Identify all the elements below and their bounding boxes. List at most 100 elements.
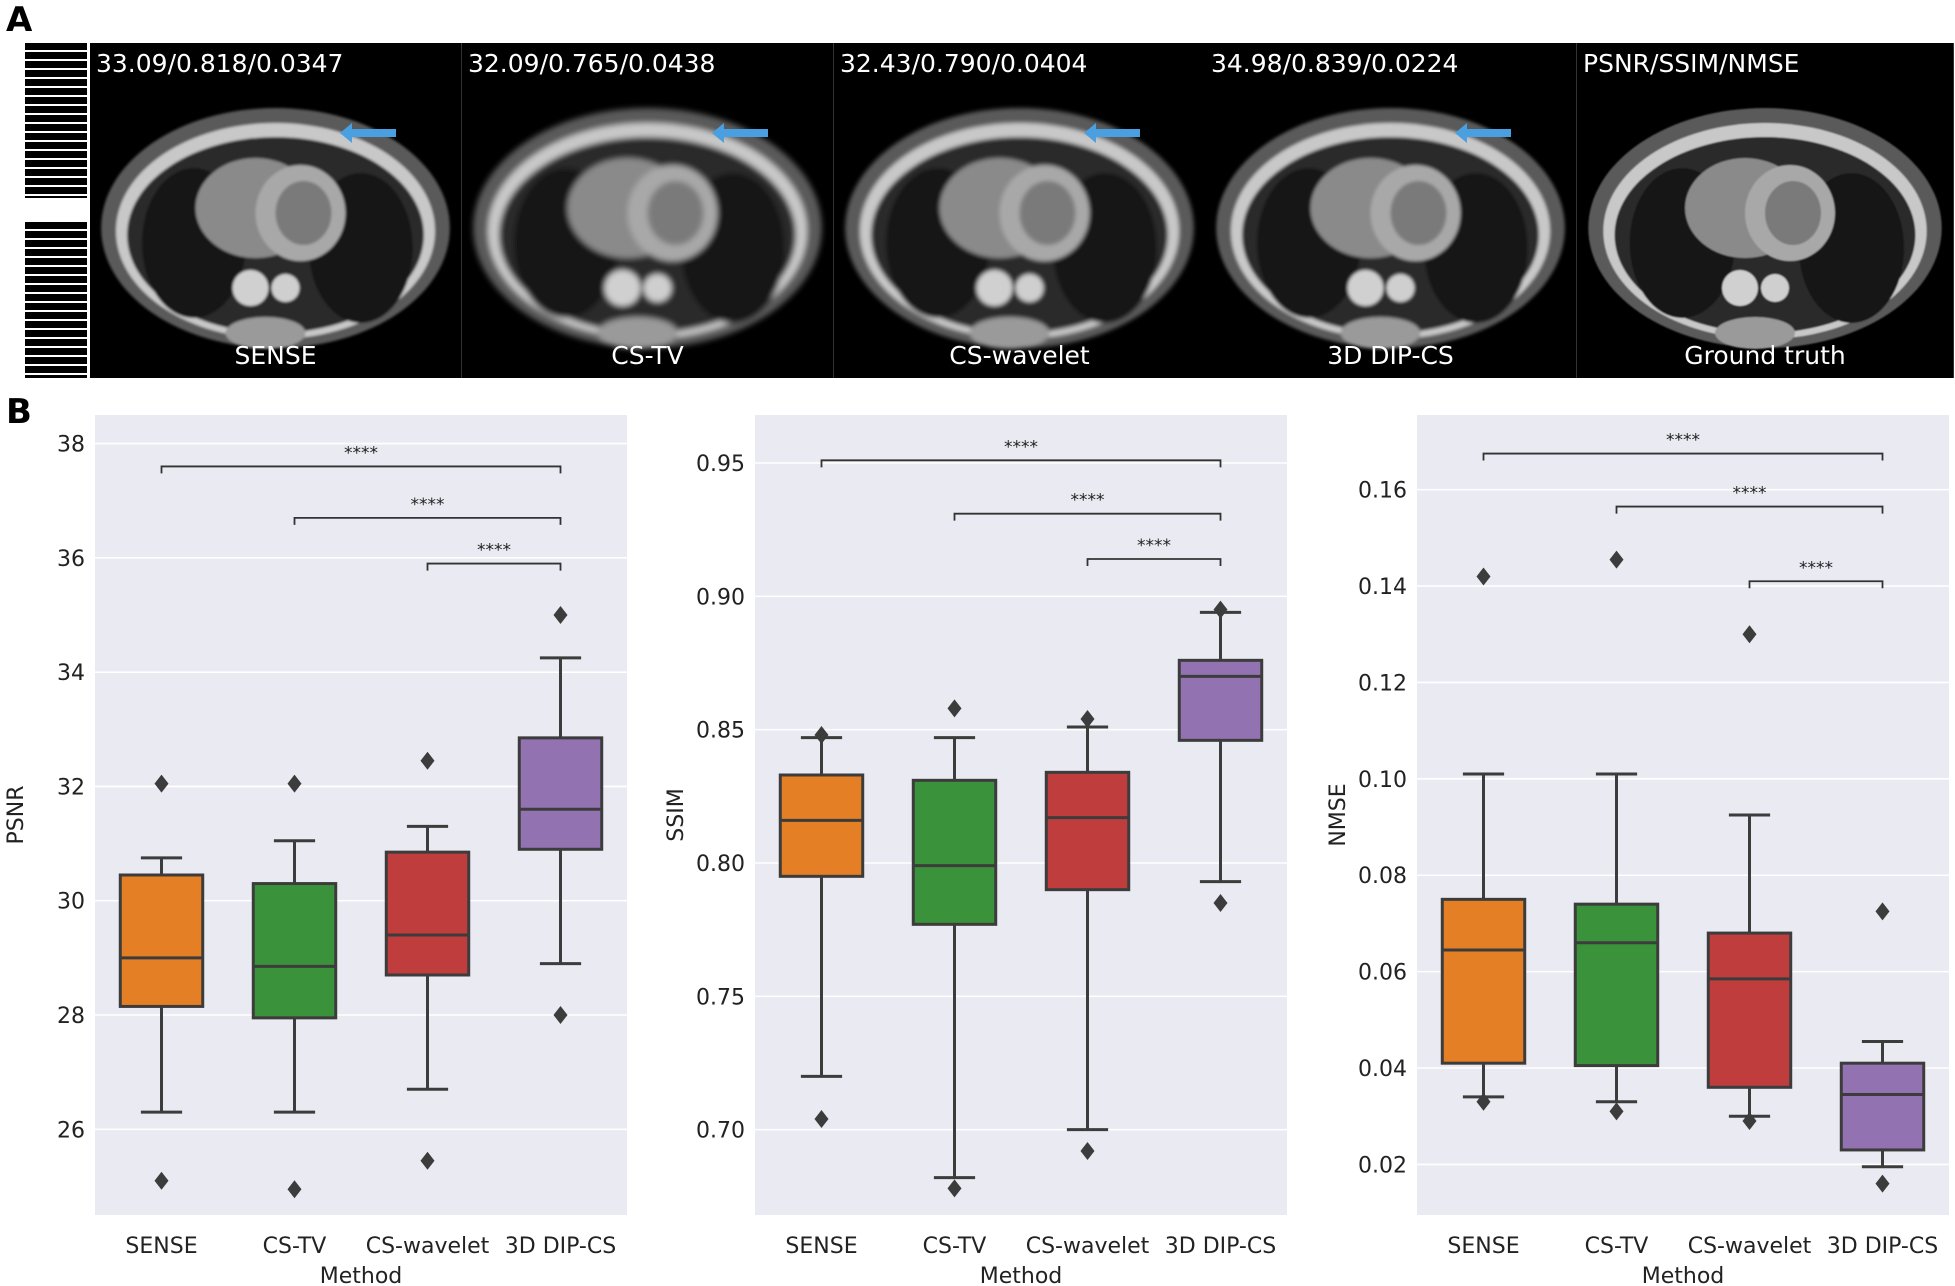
outlier-point [287, 1180, 302, 1199]
annotation-arrow-icon [1084, 123, 1140, 143]
y-tick-label: 0.04 [1358, 1057, 1407, 1082]
y-tick-label: 32 [57, 775, 85, 800]
significance-label: **** [1666, 431, 1700, 451]
box-cs-wavelet [384, 751, 471, 1170]
box-iqr [911, 778, 998, 926]
mri-cardiac-slice [1216, 108, 1565, 349]
box-3d-dip-cs [517, 606, 604, 1024]
y-tick-label: 26 [57, 1118, 85, 1143]
significance-label: **** [1071, 491, 1105, 511]
mri-cardiac-slice [473, 108, 822, 349]
mri-image-sense: 33.09/0.818/0.0347 SENSE [90, 43, 462, 378]
mri-image-ground-truth: PSNR/SSIM/NMSE Ground truth [1577, 43, 1954, 378]
sampling-mask-top [25, 43, 87, 198]
outlier-point [1875, 1174, 1890, 1193]
y-tick-label: 0.85 [696, 719, 745, 744]
significance-bracket: **** [1086, 536, 1222, 566]
x-axis-label: Method [980, 1264, 1063, 1286]
significance-bracket: **** [426, 541, 562, 571]
box-iqr [251, 882, 338, 1020]
mri-method-label: SENSE [234, 341, 317, 370]
y-tick-label: 0.14 [1358, 575, 1407, 600]
box-cs-tv [911, 699, 998, 1198]
annotation-arrow-icon [1455, 123, 1511, 143]
sampling-mask-bottom [25, 222, 87, 378]
outlier-point [1875, 902, 1890, 921]
significance-bracket: **** [953, 491, 1222, 521]
mri-cardiac-slice [845, 108, 1194, 349]
box-iqr [1044, 770, 1131, 892]
annotation-arrow-icon [712, 123, 768, 143]
mri-method-label: 3D DIP-CS [1327, 341, 1454, 370]
mri-metric-text: 32.43/0.790/0.0404 [840, 49, 1088, 78]
significance-bracket: **** [820, 437, 1222, 468]
mri-method-label: CS-wavelet [949, 341, 1090, 370]
mri-method-label: CS-TV [611, 341, 684, 370]
outlier-point [420, 1151, 435, 1170]
outlier-point [1080, 710, 1095, 728]
box-sense [1440, 567, 1527, 1111]
outlier-point [420, 751, 435, 770]
outlier-point [1080, 1142, 1095, 1160]
significance-bracket: **** [293, 495, 562, 525]
y-tick-label: 0.10 [1358, 768, 1407, 793]
box-iqr [1839, 1061, 1926, 1152]
box-iqr [1706, 931, 1793, 1089]
box-plot-ssim: SSIM0.700.750.800.850.900.95SSIMMethodSE… [664, 412, 1287, 1286]
significance-bracket: **** [1748, 558, 1884, 589]
x-tick-label: CS-TV [1585, 1234, 1649, 1259]
x-axis-label: Method [320, 1264, 403, 1286]
outlier-point [1213, 894, 1228, 912]
mri-cardiac-slice [1588, 108, 1942, 349]
x-tick-label: SENSE [125, 1234, 197, 1259]
significance-label: **** [1799, 558, 1833, 578]
outlier-point [814, 1110, 829, 1128]
significance-label: **** [1137, 536, 1171, 556]
mri-metric-text: PSNR/SSIM/NMSE [1583, 49, 1800, 78]
box-cs-tv [251, 774, 338, 1199]
box-3d-dip-cs [1839, 902, 1926, 1193]
mri-image-cs-tv: 32.09/0.765/0.0438 CS-TV [462, 43, 834, 378]
mri-method-label: Ground truth [1684, 341, 1846, 370]
mri-image-cs-wavelet: 32.43/0.790/0.0404 CS-wavelet [834, 43, 1206, 378]
panel-b-label: B [6, 392, 32, 432]
box-iqr [384, 850, 471, 977]
y-tick-label: 0.16 [1358, 479, 1407, 504]
y-tick-label: 28 [57, 1004, 85, 1029]
mri-image-3d-dip-cs: 34.98/0.839/0.0224 3D DIP-CS [1205, 43, 1577, 378]
box-iqr [1440, 897, 1527, 1065]
x-tick-label: 3D DIP-CS [1165, 1234, 1276, 1259]
outlier-point [1213, 600, 1228, 619]
y-tick-label: 0.75 [696, 985, 745, 1010]
y-tick-label: 36 [57, 547, 85, 572]
outlier-point [553, 606, 568, 624]
y-axis-label: PSNR [4, 786, 29, 845]
x-tick-label: SENSE [785, 1234, 857, 1259]
outlier-point [1609, 1102, 1624, 1121]
outlier-point [814, 726, 829, 744]
panel-a-label: A [6, 0, 33, 40]
x-tick-label: SENSE [1447, 1234, 1519, 1259]
box-cs-wavelet [1044, 710, 1131, 1160]
x-axis-label: Method [1642, 1264, 1725, 1286]
x-tick-label: 3D DIP-CS [505, 1234, 616, 1259]
outlier-point [1742, 1112, 1757, 1131]
y-tick-label: 30 [57, 890, 85, 915]
significance-bracket: **** [1615, 484, 1884, 514]
y-tick-label: 0.06 [1358, 961, 1407, 986]
mri-metric-text: 34.98/0.839/0.0224 [1211, 49, 1459, 78]
significance-bracket: **** [1482, 431, 1884, 461]
y-tick-label: 0.08 [1358, 864, 1407, 889]
outlier-point [154, 1171, 169, 1190]
y-tick-label: 0.90 [696, 585, 745, 610]
y-tick-label: 0.95 [696, 452, 745, 477]
outlier-point [947, 699, 962, 718]
box-cs-tv [1573, 550, 1660, 1121]
outlier-point [553, 1006, 568, 1024]
box-iqr [517, 736, 604, 851]
outlier-point [1476, 1092, 1491, 1111]
y-tick-label: 34 [57, 661, 85, 686]
y-tick-label: 0.80 [696, 852, 745, 877]
y-axis-label: SSIM [664, 788, 689, 841]
box-plot-nmse: NMSE0.020.040.060.080.100.120.140.16NMSE… [1326, 412, 1949, 1286]
